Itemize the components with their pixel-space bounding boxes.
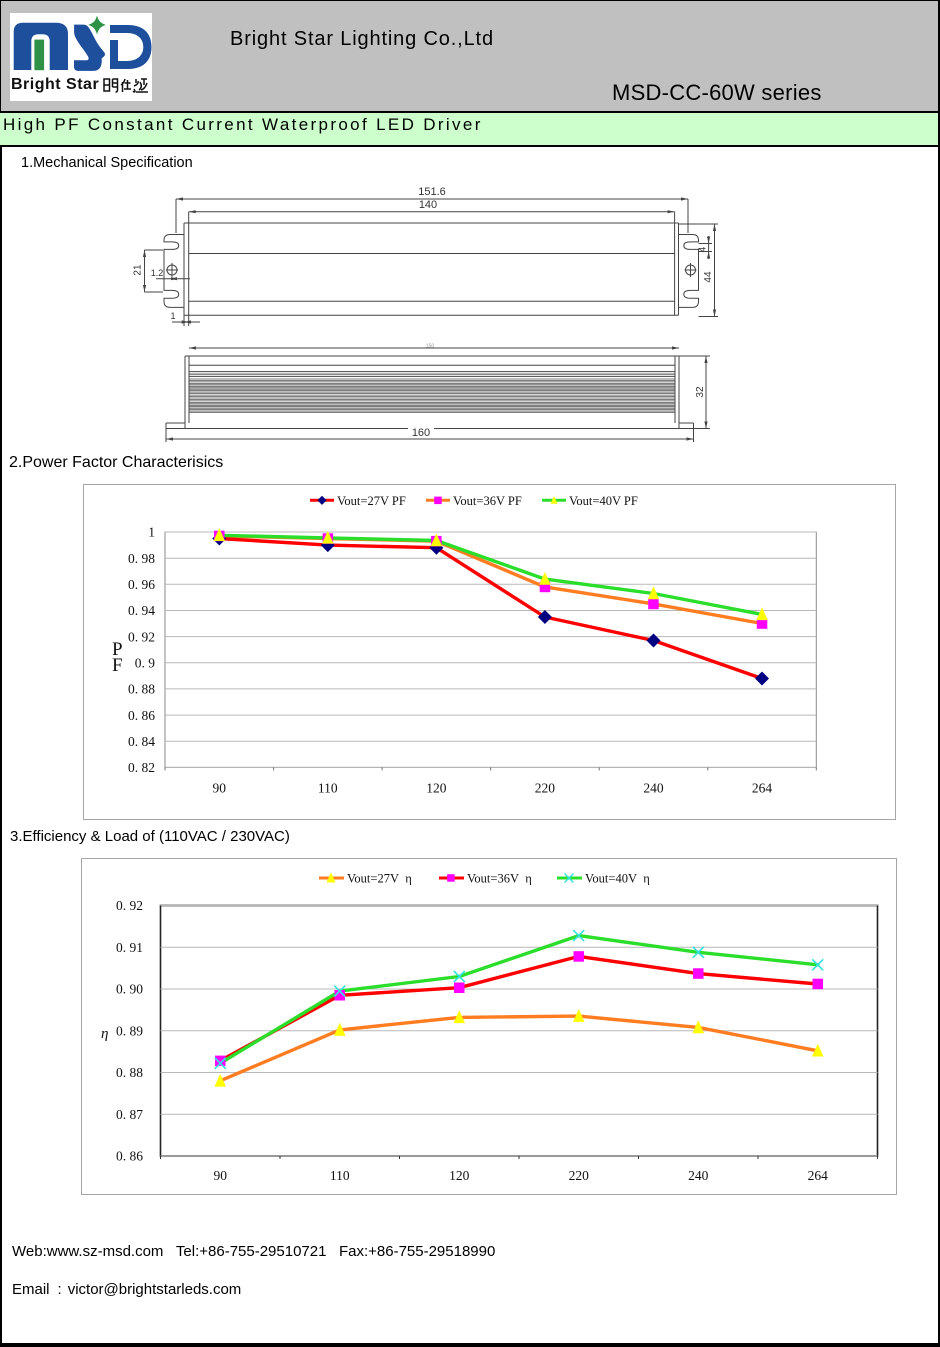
svg-text:0. 90: 0. 90	[116, 982, 143, 997]
svg-text:0. 98: 0. 98	[128, 551, 155, 566]
svg-text:Vout=27V η: Vout=27V η	[347, 872, 412, 886]
svg-text:0. 92: 0. 92	[128, 629, 155, 644]
svg-text:44: 44	[703, 271, 714, 283]
svg-text:240: 240	[688, 1168, 709, 1183]
svg-text:32: 32	[695, 386, 706, 398]
svg-text:Vout=36V PF: Vout=36V PF	[453, 494, 522, 508]
svg-text:0. 91: 0. 91	[116, 940, 143, 955]
svg-text:220: 220	[569, 1168, 590, 1183]
svg-text:Vout=40V η: Vout=40V η	[585, 872, 650, 886]
svg-text:160: 160	[412, 427, 430, 439]
svg-text:P: P	[112, 639, 123, 660]
svg-text:Vout=40V PF: Vout=40V PF	[569, 494, 638, 508]
svg-text:240: 240	[643, 780, 664, 795]
svg-text:90: 90	[213, 1168, 227, 1183]
svg-text:264: 264	[808, 1168, 829, 1183]
svg-text:0. 88: 0. 88	[128, 682, 155, 697]
svg-text:120: 120	[449, 1168, 470, 1183]
svg-text:150: 150	[426, 344, 435, 350]
svg-text:0. 96: 0. 96	[128, 577, 155, 592]
svg-text:0. 87: 0. 87	[116, 1107, 143, 1122]
svg-text:η: η	[101, 1026, 108, 1042]
svg-text:Vout=27V PF: Vout=27V PF	[337, 494, 406, 508]
svg-text:264: 264	[752, 780, 773, 795]
svg-text:Vout=36V η: Vout=36V η	[467, 872, 532, 886]
svg-text:21: 21	[133, 264, 144, 276]
svg-text:1: 1	[148, 525, 155, 540]
svg-text:110: 110	[330, 1168, 350, 1183]
svg-text:220: 220	[535, 780, 556, 795]
svg-text:4: 4	[698, 246, 709, 252]
svg-text:0. 82: 0. 82	[128, 760, 155, 775]
svg-text:0. 94: 0. 94	[128, 603, 155, 618]
svg-text:0. 86: 0. 86	[116, 1149, 143, 1164]
svg-text:0. 89: 0. 89	[116, 1023, 143, 1038]
svg-text:120: 120	[426, 780, 447, 795]
svg-text:90: 90	[213, 780, 227, 795]
svg-text:0. 92: 0. 92	[116, 898, 143, 913]
svg-text:1: 1	[170, 311, 175, 321]
svg-text:0. 9: 0. 9	[135, 656, 156, 671]
svg-text:0. 84: 0. 84	[128, 734, 155, 749]
svg-text:110: 110	[318, 780, 338, 795]
svg-text:151.6: 151.6	[418, 186, 446, 198]
svg-text:F: F	[112, 655, 123, 676]
svg-text:0. 86: 0. 86	[128, 708, 155, 723]
svg-text:140: 140	[419, 199, 437, 211]
svg-text:0. 88: 0. 88	[116, 1065, 143, 1080]
svg-text:1.2: 1.2	[151, 268, 164, 278]
